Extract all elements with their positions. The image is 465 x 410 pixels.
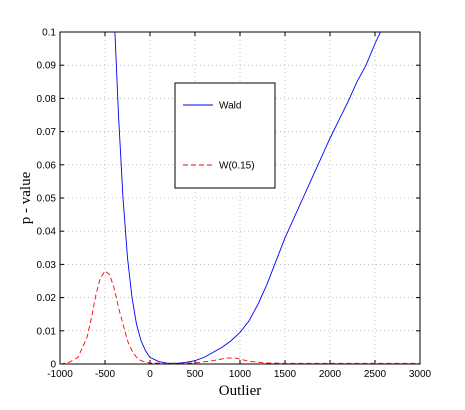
x-tick-label: 2000 (319, 369, 342, 380)
x-tick-label: -500 (95, 369, 115, 380)
y-tick-label: 0.02 (37, 293, 57, 304)
y-tick-label: 0.08 (37, 94, 57, 105)
y-tick-label: 0.07 (37, 127, 57, 138)
series-line (60, 270, 420, 364)
y-tick-label: 0.03 (37, 260, 57, 271)
plot-frame (59, 31, 421, 365)
x-tick-label: -1000 (47, 369, 73, 380)
x-tick-label: 3000 (409, 369, 432, 380)
legend-box (174, 82, 276, 189)
x-axis-label: Outlier (219, 383, 262, 399)
series-line (114, 32, 381, 364)
y-axis-label: p - value (18, 171, 34, 224)
y-tick-label: 0.1 (42, 28, 56, 39)
x-tick-label: 0 (147, 369, 153, 380)
legend-label: Wald (219, 101, 241, 112)
y-tick-label: 0.01 (37, 326, 57, 337)
y-tick-label: 0.09 (37, 61, 57, 72)
y-tick-label: 0.05 (37, 194, 57, 205)
x-tick-label: 1500 (274, 369, 297, 380)
x-tick-label: 1000 (229, 369, 252, 380)
x-tick-label: 500 (187, 369, 204, 380)
x-tick-label: 2500 (364, 369, 387, 380)
y-tick-label: 0.04 (37, 227, 57, 238)
y-tick-label: 0.06 (37, 160, 57, 171)
y-tick-label: 0 (50, 360, 56, 371)
legend-label: W(0.15) (219, 161, 255, 172)
